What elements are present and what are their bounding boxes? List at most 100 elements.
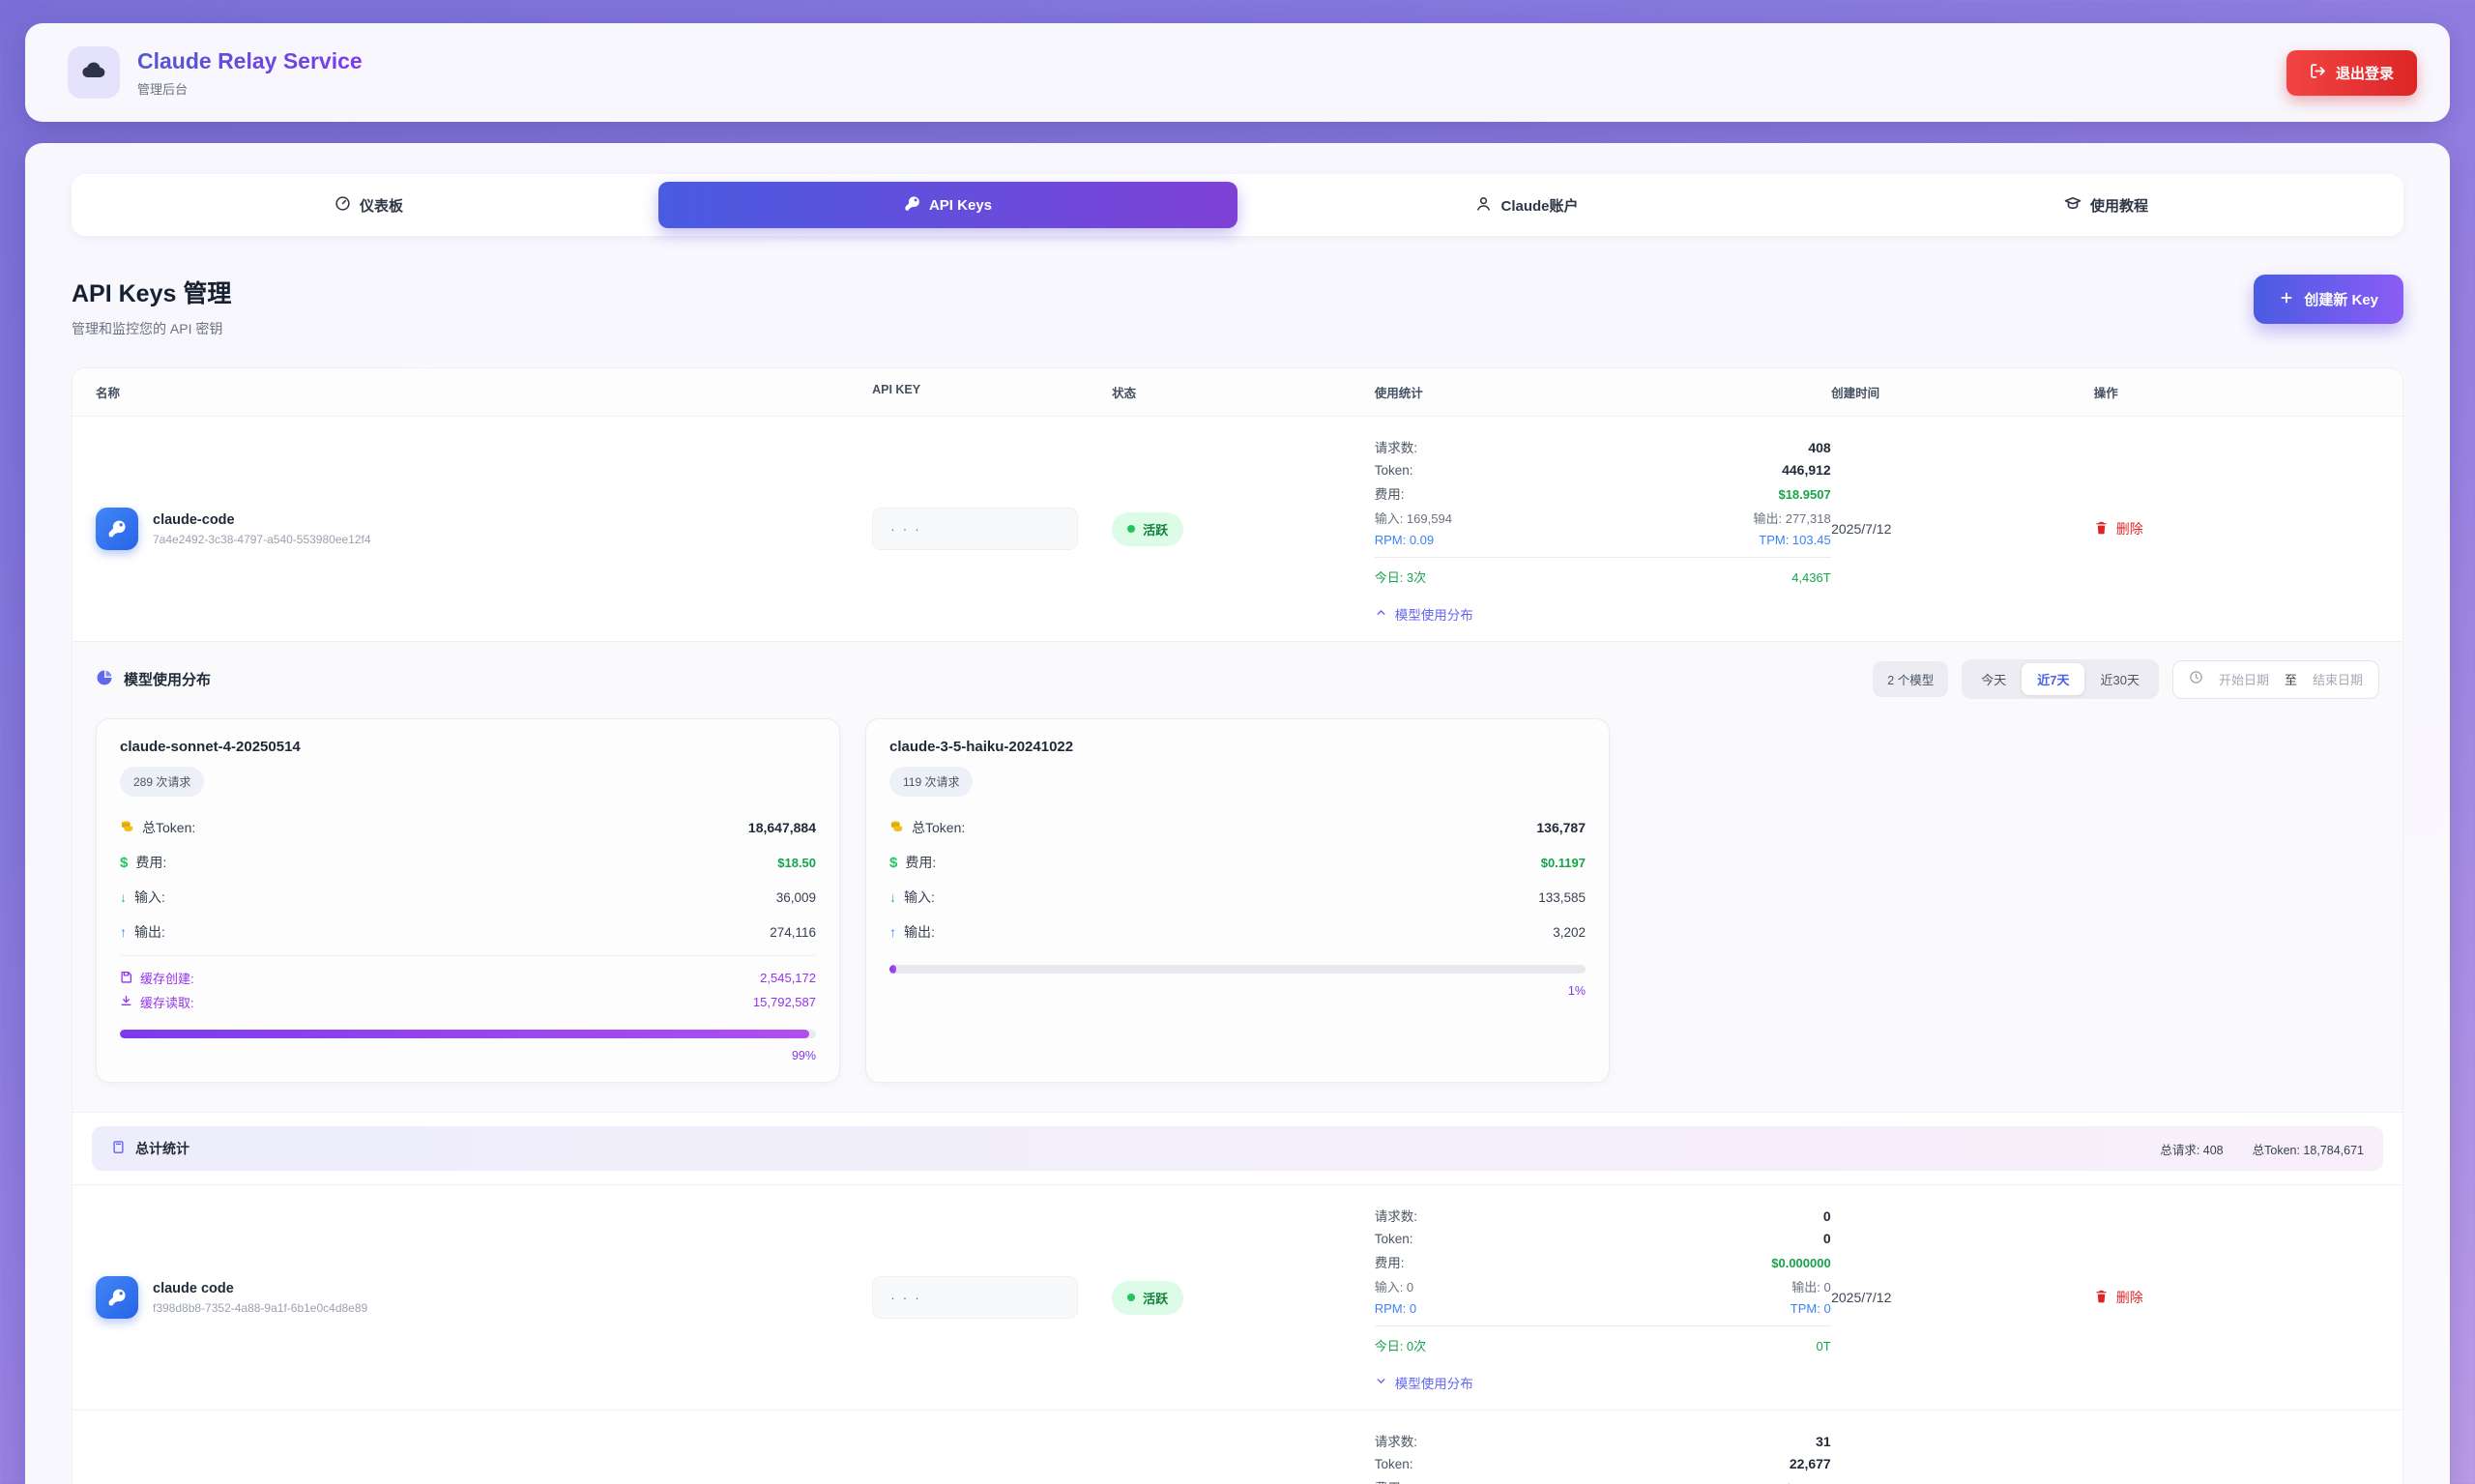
delete-button[interactable]: 删除 [2094,519,2143,538]
requests-value: 408 [1808,440,1831,455]
usage-stats: 请求数: 0 Token: 0 费用: $0.000000 输入: 0 输出: 0 RP… [1374,1203,1831,1392]
graduation-cap-icon [2064,194,2082,216]
tab-claude-accounts-label: Claude账户 [1500,197,1579,215]
delete-button[interactable]: 删除 [2094,1288,2143,1307]
model-name: claude-3-5-haiku-20241022 [889,739,1074,755]
page-subtitle: 管理和监控您的 API 密钥 [72,321,223,336]
model-distribution-title: 模型使用分布 [124,672,212,688]
cost-label: 费用: [905,855,937,870]
arrow-down-icon: ↓ [889,889,896,905]
create-key-button[interactable]: 创建新 Key [2254,275,2403,324]
input-label: 输入: [904,889,935,905]
arrow-up-icon: ↑ [120,924,127,940]
start-date-placeholder[interactable]: 开始日期 [2218,673,2269,687]
requests-label: 请求数: [1374,441,1417,455]
delete-label: 删除 [2115,520,2143,537]
created-date: 2025/7/12 [1831,1290,1892,1305]
tab-dashboard[interactable]: 仪表板 [79,182,658,228]
cost-value: $0.1197 [1540,855,1586,870]
nav-tabs: 仪表板 API Keys Claude账户 使用教程 [72,174,2403,236]
request-count-badge: 289 次请求 [120,767,205,797]
input-value: 输入: 169,594 [1374,511,1452,526]
app-title: Claude Relay Service [137,47,363,73]
token-value: 446,912 [1782,462,1831,478]
totals-title: 总计统计 [135,1141,189,1156]
filter-7days-button[interactable]: 近7天 [2022,663,2085,695]
usage-progress-bar [889,965,1586,974]
output-value: 输出: 0 [1791,1280,1831,1295]
input-label: 输入: [134,889,165,905]
coins-icon [889,819,904,836]
key-icon [904,195,920,216]
calculator-icon [111,1140,126,1157]
input-value: 输入: 0 [1374,1280,1414,1295]
masked-api-key[interactable]: · · · [872,508,1079,550]
status-label: 活跃 [1143,522,1169,538]
total-token-value: 18,647,884 [747,820,816,835]
table-row: claude code f398d8b8-7352-4a88-9a1f-6b1e… [73,1184,2402,1410]
date-range-picker[interactable]: 开始日期 至 结束日期 [2171,659,2379,699]
total-token-label: 总Token: [912,820,966,835]
today-tokens-value: 0T [1816,1339,1831,1353]
save-icon [120,971,132,986]
requests-label: 请求数: [1374,1209,1417,1224]
gauge-icon [335,195,351,216]
today-value: 今日: 3次 [1374,570,1427,585]
trash-icon [2094,520,2109,538]
key-id: f398d8b8-7352-4a88-9a1f-6b1e0c4d8e89 [153,1300,368,1315]
created-date: 2025/7/12 [1831,521,1892,537]
tab-api-keys[interactable]: API Keys [658,182,1238,228]
filter-30days-button[interactable]: 近30天 [2084,663,2154,695]
chevron-down-icon [1375,1375,1387,1390]
output-label: 输出: [134,924,165,940]
model-distribution-toggle[interactable]: 模型使用分布 [1375,604,1473,624]
cache-create-label: 缓存创建: [140,972,194,986]
col-actions: 操作 [2093,387,2118,400]
arrow-up-icon: ↑ [889,924,896,940]
total-tokens: 总Token: 18,784,671 [2252,1143,2364,1157]
tab-tutorial[interactable]: 使用教程 [1817,182,2396,228]
input-value: 133,585 [1538,889,1586,905]
rpm-value: RPM: 0.09 [1374,533,1435,547]
app-header: Claude Relay Service 管理后台 退出登录 [25,23,2450,122]
output-value: 274,116 [770,924,816,940]
tab-claude-accounts[interactable]: Claude账户 [1238,182,1817,228]
usage-stats: 请求数:31 Token:22,677 费用:$0.6502 输入: 1,349… [1375,1428,1831,1484]
total-token-value: 136,787 [1536,820,1586,835]
cache-read-label: 缓存读取: [140,996,194,1010]
divider [1374,1325,1831,1326]
output-value: 输出: 277,318 [1753,511,1831,526]
download-icon [120,995,132,1010]
cloud-icon [80,57,107,89]
chevron-up-icon [1375,606,1387,622]
col-api-key: API KEY [872,383,921,396]
model-name: claude-sonnet-4-20250514 [120,739,301,755]
arrow-down-icon: ↓ [120,889,127,905]
usage-stats: 请求数: 408 Token: 446,912 费用: $18.9507 输入: 16… [1374,434,1831,624]
status-badge: 活跃 [1112,511,1184,546]
status-label: 活跃 [1143,1291,1169,1306]
cost-value: $18.9507 [1778,487,1831,502]
app-logo [68,46,120,99]
col-status: 状态 [1112,387,1137,400]
tab-api-keys-label: API Keys [928,196,993,214]
key-name: claude code [153,1280,234,1296]
model-distribution-toggle[interactable]: 模型使用分布 [1375,1373,1473,1392]
cost-label: 费用: [135,855,167,870]
coins-icon [120,819,134,836]
key-icon [96,508,138,550]
trash-icon [2094,1289,2109,1306]
filter-today-button[interactable]: 今天 [1965,663,2022,695]
token-value: 22,677 [1789,1456,1831,1471]
plus-icon [2279,290,2294,309]
requests-label: 请求数: [1374,1435,1417,1449]
time-range-segmented-control: 今天 近7天 近30天 [1962,659,2159,699]
logout-button[interactable]: 退出登录 [2286,49,2417,96]
masked-api-key[interactable]: · · · [872,1276,1079,1319]
table-row: aaa 50dd6db8-4df0-4d8e-a12b-95afb6e6fbcc… [73,1410,2402,1484]
end-date-placeholder[interactable]: 结束日期 [2312,673,2363,687]
key-name: claude-code [153,511,235,528]
cost-value: $0.6502 [1786,1481,1831,1484]
date-range-to-label: 至 [2284,673,2297,687]
app-subtitle: 管理后台 [137,81,189,97]
